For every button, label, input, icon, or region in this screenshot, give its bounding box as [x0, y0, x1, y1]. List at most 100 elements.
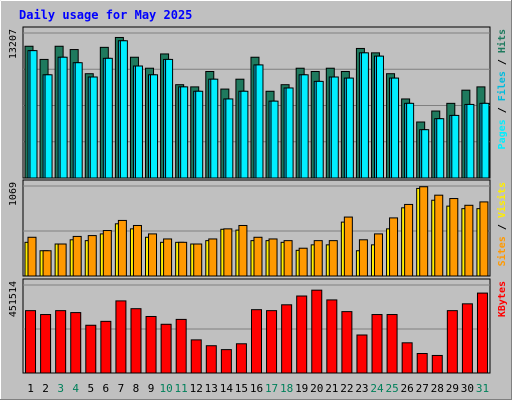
legend-item: / — [497, 224, 508, 236]
bar-pages-day-24 — [375, 55, 384, 179]
day-label: 13 — [205, 382, 218, 395]
bar-sites-day-27 — [419, 186, 429, 277]
day-label: 30 — [461, 382, 474, 395]
bar-pages-day-9 — [150, 74, 159, 179]
bar-sites-day-7 — [117, 219, 127, 277]
bar-sites-day-26 — [404, 203, 414, 277]
legend: KBytes — [497, 281, 508, 317]
day-label: 1 — [27, 382, 34, 395]
bar-pages-day-1 — [29, 50, 38, 179]
bar-kbytes-day-21 — [326, 299, 338, 374]
bar-pages-day-21 — [330, 76, 339, 179]
bar-pages-day-27 — [421, 129, 430, 179]
bar-sites-day-24 — [373, 233, 383, 277]
bar-sites-day-9 — [148, 233, 158, 277]
day-label: 15 — [235, 382, 248, 395]
bar-sites-day-12 — [193, 243, 203, 277]
legend-item: KBytes — [497, 281, 508, 317]
bar-pages-day-14 — [225, 98, 234, 179]
bar-kbytes-day-8 — [130, 308, 142, 374]
day-label: 25 — [385, 382, 398, 395]
day-label: 18 — [280, 382, 293, 395]
day-label: 4 — [72, 382, 79, 395]
bar-pages-day-8 — [134, 65, 143, 179]
panel-3: 451514 KBytes — [8, 278, 508, 374]
day-label: 28 — [431, 382, 444, 395]
bar-kbytes-day-4 — [70, 312, 82, 374]
day-label: 22 — [340, 382, 353, 395]
bar-pages-day-16 — [255, 64, 264, 179]
day-label: 16 — [250, 382, 263, 395]
bar-sites-day-4 — [72, 235, 82, 277]
bar-kbytes-day-14 — [220, 349, 232, 374]
bar-pages-day-19 — [300, 74, 309, 179]
bar-kbytes-day-20 — [311, 289, 323, 374]
bar-sites-day-2 — [42, 250, 52, 277]
y-max-label: 13207 — [8, 29, 19, 59]
bar-sites-day-15 — [238, 224, 248, 277]
bar-pages-day-5 — [89, 76, 98, 179]
bar-kbytes-day-11 — [175, 318, 187, 374]
day-label: 27 — [416, 382, 429, 395]
legend-item: Files — [496, 71, 508, 107]
bar-pages-day-12 — [195, 90, 204, 179]
day-label: 17 — [265, 382, 278, 395]
bar-kbytes-day-7 — [115, 300, 127, 374]
bar-pages-day-22 — [345, 77, 354, 179]
bar-pages-day-13 — [210, 78, 219, 179]
bar-kbytes-day-3 — [55, 310, 67, 374]
day-label: 21 — [325, 382, 338, 395]
day-label: 11 — [175, 382, 188, 395]
chart-title: Daily usage for May 2025 — [19, 8, 192, 22]
legend-item: Hits — [496, 29, 508, 59]
legend-item: / — [497, 107, 508, 119]
bar-sites-day-19 — [298, 247, 308, 277]
bar-kbytes-day-1 — [25, 310, 37, 374]
legend-item: / — [497, 59, 508, 71]
bar-sites-day-28 — [434, 194, 444, 277]
bar-sites-day-23 — [358, 239, 368, 277]
bar-kbytes-day-31 — [476, 292, 488, 374]
day-label: 14 — [220, 382, 234, 395]
bar-pages-day-3 — [59, 56, 68, 179]
bar-pages-day-4 — [74, 62, 83, 179]
bar-sites-day-21 — [328, 240, 338, 277]
legend: Sites / Visits — [496, 182, 508, 266]
bar-sites-day-5 — [87, 235, 97, 277]
bar-sites-day-25 — [389, 217, 399, 277]
bar-sites-day-10 — [163, 238, 173, 277]
bar-sites-day-31 — [479, 201, 489, 277]
bar-sites-day-11 — [178, 241, 188, 277]
bar-kbytes-day-27 — [416, 353, 428, 374]
panel-2: 1069 Sites / Visits — [8, 179, 508, 277]
day-label: 2 — [42, 382, 49, 395]
bar-kbytes-day-19 — [296, 295, 308, 374]
bar-pages-day-7 — [119, 40, 128, 179]
bar-pages-day-25 — [391, 77, 400, 179]
bar-kbytes-day-10 — [160, 323, 172, 374]
bar-kbytes-day-6 — [100, 320, 112, 374]
day-label: 24 — [370, 382, 384, 395]
legend-item: Sites — [496, 236, 508, 266]
day-label: 12 — [190, 382, 203, 395]
day-label: 7 — [118, 382, 125, 395]
bar-kbytes-day-22 — [341, 311, 353, 374]
day-axis: 1 2 3 4 5 6 7 8 9 10 11 12 13 14 15 16 17 18 19 20 21 22 23 24 2… — [27, 382, 489, 395]
bar-kbytes-day-9 — [145, 315, 157, 374]
day-label: 5 — [87, 382, 94, 395]
bar-pages-day-18 — [285, 87, 294, 179]
bar-sites-day-29 — [449, 198, 459, 277]
bar-sites-day-22 — [343, 216, 353, 277]
bar-kbytes-day-15 — [235, 343, 247, 374]
day-label: 29 — [446, 382, 459, 395]
bar-pages-day-10 — [165, 58, 174, 179]
day-label: 19 — [295, 382, 308, 395]
bar-sites-day-17 — [268, 238, 278, 277]
bar-kbytes-day-2 — [40, 314, 52, 374]
bar-sites-day-8 — [132, 224, 142, 277]
bar-sites-day-14 — [223, 228, 233, 277]
day-label: 26 — [401, 382, 414, 395]
day-label: 9 — [148, 382, 155, 395]
bar-sites-day-13 — [208, 238, 218, 277]
bar-pages-day-2 — [44, 74, 53, 179]
